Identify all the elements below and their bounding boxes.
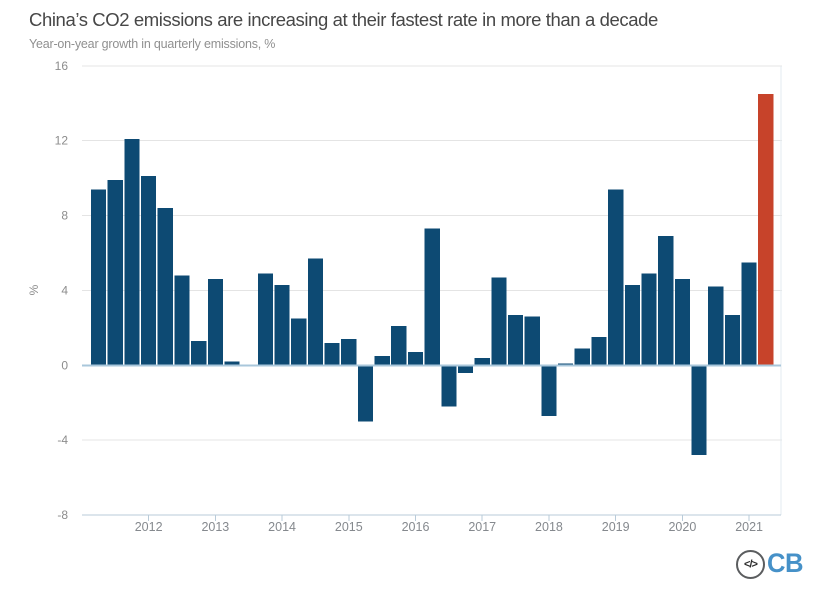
bar-q1-2021[interactable] [758, 93, 774, 366]
bar-q1-2016[interactable] [424, 228, 440, 366]
bar-q2-2016[interactable] [441, 365, 457, 407]
bar-q4-2017[interactable] [541, 365, 557, 416]
bar-q4-2013[interactable] [274, 284, 290, 366]
bar-q2-2014[interactable] [307, 258, 324, 366]
bar-q1-2019[interactable] [624, 284, 640, 366]
bar-q3-2015[interactable] [391, 325, 407, 366]
bar-q4-2018[interactable] [608, 189, 624, 366]
x-axis-tick-label: 2020 [668, 520, 696, 534]
bar-q2-2020[interactable] [708, 286, 724, 366]
bar-q3-2018[interactable] [591, 337, 607, 366]
y-axis-tick-label: 12 [55, 134, 69, 148]
x-axis-tick-label: 2017 [468, 520, 496, 534]
x-axis-tick-label: 2021 [735, 520, 763, 534]
x-axis-tick-label: 2015 [335, 520, 363, 534]
bar-q4-2012[interactable] [207, 279, 223, 366]
x-axis-tick-label: 2019 [602, 520, 630, 534]
bar-q1-2013[interactable] [224, 361, 240, 366]
y-axis-tick-label: 8 [61, 209, 68, 223]
bar-q1-2017[interactable] [491, 277, 507, 366]
bar-q1-2011[interactable] [91, 189, 107, 366]
bar-q2-2018[interactable] [574, 348, 590, 366]
y-axis-tick-label: -8 [57, 508, 68, 522]
y-axis-tick-label: 4 [61, 283, 68, 297]
x-axis-tick-label: 2014 [268, 520, 296, 534]
y-axis-tick-label: -4 [57, 433, 68, 447]
bar-q3-2014[interactable] [324, 342, 340, 366]
x-axis-tick-label: 2018 [535, 520, 563, 534]
bar-q3-2013[interactable] [257, 273, 273, 366]
bar-q2-2012[interactable] [174, 275, 190, 366]
bar-q4-2019[interactable] [674, 279, 690, 366]
bar-q4-2016[interactable] [474, 357, 490, 366]
bar-q4-2020[interactable] [741, 262, 757, 366]
x-axis-tick-label: 2012 [135, 520, 163, 534]
bar-q3-2011[interactable] [124, 138, 140, 366]
bar-q1-2014[interactable] [291, 318, 307, 366]
bar-q2-2011[interactable] [107, 179, 123, 366]
bar-q3-2016[interactable] [457, 365, 474, 373]
chart-subtitle: Year-on-year growth in quarterly emissio… [29, 37, 276, 51]
bar-q4-2011[interactable] [141, 176, 157, 366]
chart-title: China’s CO2 emissions are increasing at … [29, 9, 658, 30]
embed-code-button[interactable]: </> [736, 550, 765, 579]
bar-q2-2015[interactable] [374, 355, 390, 366]
bar-q1-2015[interactable] [357, 365, 374, 422]
bar-q3-2012[interactable] [191, 340, 207, 366]
bar-q2-2019[interactable] [641, 273, 657, 366]
x-axis-tick-label: 2013 [201, 520, 229, 534]
code-icon: </> [744, 558, 758, 570]
bar-q3-2017[interactable] [524, 316, 540, 366]
carbon-brief-logo: CB [767, 548, 804, 578]
bar-q2-2017[interactable] [508, 314, 524, 366]
bar-q1-2020[interactable] [691, 365, 707, 456]
bar-q4-2014[interactable] [341, 339, 357, 366]
bar-q3-2020[interactable] [724, 314, 741, 366]
x-axis-tick-label: 2016 [402, 520, 430, 534]
bar-q4-2015[interactable] [407, 352, 424, 366]
y-axis-tick-label: 16 [55, 59, 69, 73]
bar-q1-2012[interactable] [157, 208, 173, 366]
bar-q3-2019[interactable] [658, 236, 674, 366]
y-axis-unit-label: % [27, 284, 41, 295]
y-axis-tick-label: 0 [61, 358, 68, 372]
